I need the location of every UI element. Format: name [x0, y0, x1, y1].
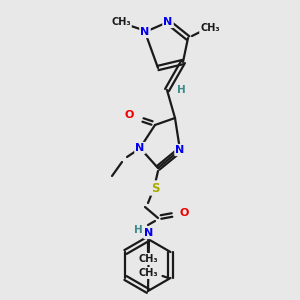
Text: CH₃: CH₃	[111, 17, 131, 27]
Text: S: S	[151, 182, 159, 194]
Text: CH₃: CH₃	[200, 23, 220, 33]
Text: N: N	[164, 17, 172, 27]
Text: O: O	[179, 208, 189, 218]
Text: H: H	[177, 85, 185, 95]
Text: CH₃: CH₃	[139, 268, 158, 278]
Text: N: N	[144, 228, 154, 238]
Text: N: N	[176, 145, 184, 155]
Text: N: N	[140, 27, 150, 37]
Text: CH₃: CH₃	[138, 254, 158, 264]
Text: N: N	[135, 143, 145, 153]
Text: H: H	[134, 225, 142, 235]
Text: O: O	[124, 110, 134, 120]
